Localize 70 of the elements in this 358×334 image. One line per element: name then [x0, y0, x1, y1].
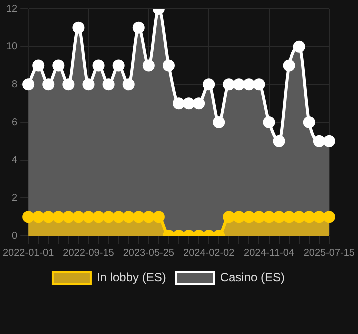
x-tick-label: 2024-11-04	[244, 248, 295, 259]
point	[102, 78, 115, 91]
point	[62, 78, 75, 91]
point	[323, 211, 336, 224]
point	[52, 60, 65, 72]
point	[173, 98, 185, 110]
point	[72, 211, 85, 224]
y-tick-label: 8	[12, 79, 18, 90]
point	[72, 22, 85, 34]
point	[162, 60, 175, 72]
legend-label: In lobby (ES)	[96, 270, 166, 284]
point	[92, 60, 105, 72]
y-tick-label: 4	[12, 155, 18, 166]
point	[263, 116, 276, 128]
point	[52, 211, 65, 224]
point	[102, 211, 115, 224]
point	[82, 78, 95, 91]
point	[253, 78, 266, 91]
point	[243, 78, 256, 91]
legend-label: Casino (ES)	[220, 270, 286, 284]
point	[112, 211, 125, 224]
point	[132, 211, 145, 224]
point	[152, 211, 165, 224]
point	[263, 211, 276, 224]
point	[112, 60, 125, 72]
point	[303, 116, 316, 128]
y-tick-label: 6	[12, 117, 18, 128]
point	[293, 40, 306, 53]
y-tick-label: 10	[6, 42, 18, 53]
x-tick-label: 2022-01-01	[3, 248, 55, 259]
point	[62, 211, 75, 224]
point	[122, 211, 135, 224]
x-tick-label: 2022-09-15	[63, 248, 115, 259]
point	[42, 78, 55, 91]
x-tick-label: 2025-07-15	[304, 248, 356, 259]
point	[32, 211, 45, 224]
point	[303, 211, 316, 224]
point	[283, 211, 296, 224]
point	[293, 211, 306, 224]
point	[253, 211, 266, 224]
point	[142, 60, 155, 72]
point	[273, 211, 286, 224]
point	[132, 22, 145, 34]
point	[122, 78, 135, 91]
point	[323, 135, 336, 148]
point	[82, 211, 95, 224]
point	[243, 211, 256, 224]
point	[233, 211, 246, 224]
point	[32, 60, 45, 72]
point	[313, 211, 326, 224]
point	[273, 135, 286, 148]
y-tick-label: 2	[12, 192, 18, 204]
point	[213, 116, 226, 128]
point	[223, 78, 236, 91]
point	[313, 135, 326, 148]
point	[183, 98, 196, 110]
point	[223, 211, 236, 224]
point	[92, 211, 105, 224]
point	[142, 211, 155, 224]
point	[283, 60, 296, 72]
point	[203, 78, 216, 91]
x-tick-label: 2024-02-02	[184, 248, 236, 259]
point	[42, 211, 55, 224]
y-tick-label: 0	[12, 230, 18, 242]
point	[233, 78, 246, 91]
point	[22, 78, 35, 91]
x-tick-label: 2023-05-25	[123, 248, 175, 259]
point	[193, 98, 206, 110]
y-tick-label: 12	[6, 4, 18, 15]
point	[22, 211, 35, 224]
